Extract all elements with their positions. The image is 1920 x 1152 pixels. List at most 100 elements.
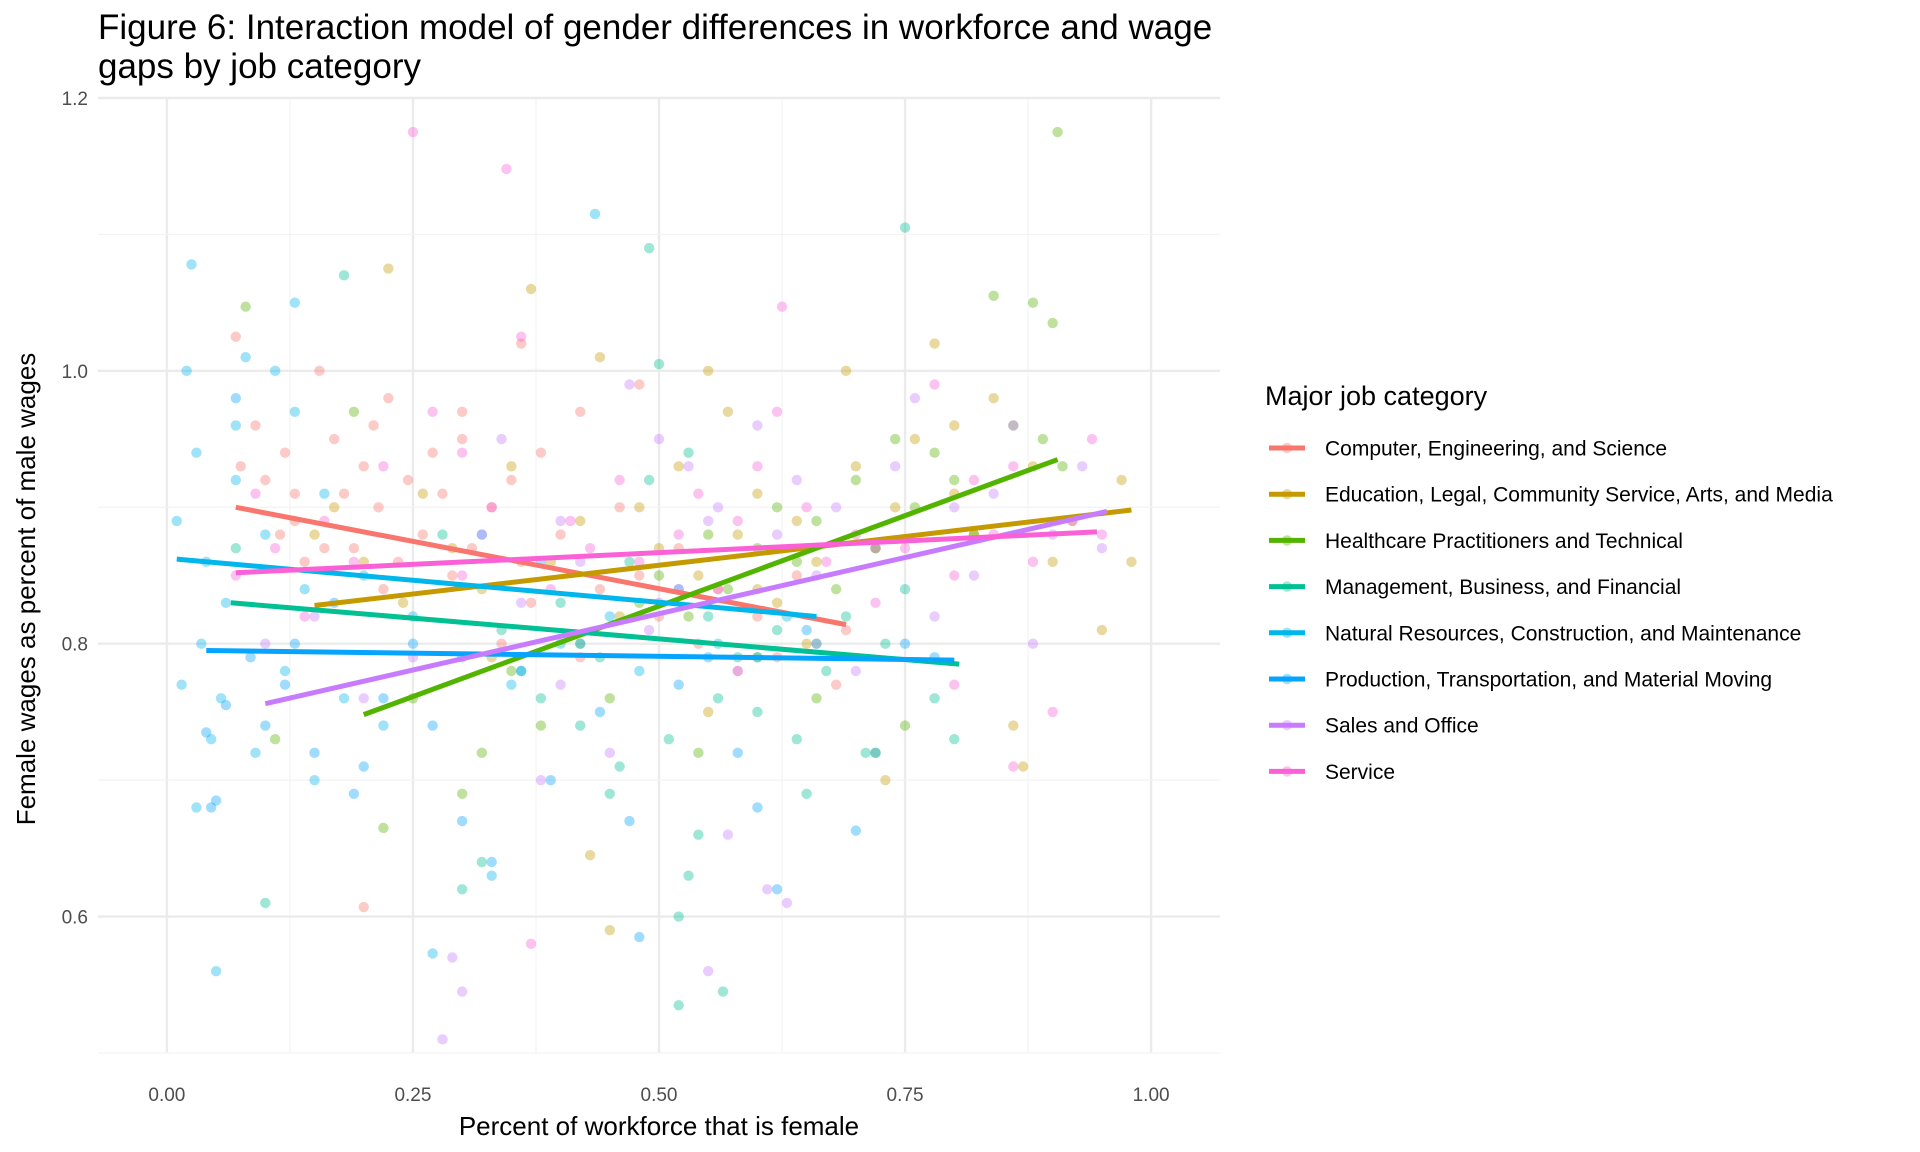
data-point: [643, 624, 655, 636]
x-axis-title: Percent of workforce that is female: [459, 1111, 859, 1141]
data-point: [732, 665, 743, 677]
data-point: [427, 948, 438, 959]
data-point: [289, 638, 301, 649]
data-point: [1096, 543, 1108, 554]
data-point: [703, 365, 714, 377]
data-point: [791, 515, 802, 527]
data-point: [373, 502, 384, 513]
data-point: [1027, 556, 1039, 568]
data-point: [329, 502, 340, 513]
data-point: [634, 570, 645, 581]
data-point: [476, 747, 488, 759]
data-point: [555, 597, 566, 608]
legend-item-computer-engineering-and-science: Computer, Engineering, and Science: [1269, 438, 1667, 461]
data-point: [397, 597, 409, 608]
data-point: [230, 392, 241, 404]
data-point: [1096, 529, 1108, 540]
legend-item-healthcare-practitioners-and-technical: Healthcare Practitioners and Technical: [1269, 530, 1683, 553]
data-point: [771, 597, 783, 608]
data-point: [929, 379, 940, 390]
data-point: [191, 802, 202, 813]
series-points-sales-and-office: [260, 379, 1108, 1045]
data-point: [196, 638, 207, 649]
data-point: [535, 774, 547, 786]
data-point: [407, 126, 419, 138]
data-point: [575, 515, 586, 527]
data-point: [732, 515, 743, 527]
legend-label: Service: [1325, 761, 1395, 784]
data-point: [949, 734, 960, 745]
data-point: [437, 488, 448, 499]
data-point: [683, 611, 694, 622]
data-point: [880, 638, 891, 649]
data-point: [870, 747, 881, 759]
data-point: [732, 747, 743, 759]
data-point: [456, 447, 468, 458]
data-point: [870, 543, 881, 554]
data-point: [309, 774, 320, 786]
legend-item-production-transportation-and-material-moving: Production, Transportation, and Material…: [1269, 669, 1772, 692]
data-point: [1017, 761, 1029, 772]
legend-item-service: Service: [1269, 761, 1395, 784]
data-point: [890, 433, 901, 445]
data-point: [653, 358, 665, 370]
data-point: [309, 747, 320, 759]
data-point: [1037, 433, 1049, 445]
data-point: [476, 529, 488, 540]
data-point: [1027, 638, 1039, 649]
data-point: [1057, 461, 1068, 472]
data-point: [348, 543, 360, 554]
legend-item-management-business-and-financial: Management, Business, and Financial: [1269, 576, 1681, 599]
data-point: [456, 884, 468, 895]
data-point: [988, 290, 999, 302]
data-point: [358, 693, 369, 704]
data-point: [717, 986, 729, 997]
x-axis-ticks: 0.00 0.25 0.50 0.75 1.00: [148, 1085, 1169, 1106]
data-point: [205, 734, 217, 745]
data-point: [575, 556, 586, 568]
x-tick-label: 0.50: [641, 1085, 678, 1106]
data-point: [594, 583, 606, 595]
data-point: [752, 802, 763, 813]
data-point: [476, 856, 488, 868]
data-point: [929, 693, 940, 704]
data-point: [870, 543, 881, 554]
data-point: [949, 502, 960, 513]
y-tick-label: 1.2: [62, 89, 88, 110]
data-point: [771, 529, 783, 540]
data-point: [274, 529, 286, 540]
data-point: [791, 556, 802, 568]
data-point: [712, 693, 724, 704]
data-point: [1116, 474, 1127, 486]
data-point: [545, 774, 556, 786]
data-point: [643, 242, 655, 254]
y-axis-title: Female wages as percent of male wages: [11, 353, 41, 826]
data-point: [269, 543, 281, 554]
data-point: [240, 301, 251, 312]
data-point: [525, 283, 537, 295]
data-point: [1096, 624, 1108, 636]
data-point: [968, 570, 980, 581]
data-point: [1126, 556, 1137, 568]
data-point: [516, 338, 527, 349]
data-point: [427, 406, 438, 417]
data-point: [1008, 720, 1019, 731]
data-point: [486, 856, 497, 868]
data-point: [801, 638, 812, 649]
data-point: [594, 352, 606, 363]
data-point: [250, 420, 261, 431]
fit-line-sales-and-office: [264, 508, 1108, 707]
data-point: [890, 502, 901, 513]
data-point: [1052, 126, 1063, 138]
data-point: [171, 515, 182, 527]
data-point: [565, 515, 576, 527]
data-point: [191, 447, 202, 458]
data-point: [402, 474, 414, 486]
data-point: [821, 665, 832, 677]
data-point: [319, 488, 330, 499]
data-point: [427, 720, 438, 731]
legend-label: Management, Business, and Financial: [1325, 576, 1681, 599]
data-point: [634, 379, 645, 390]
data-point: [516, 665, 527, 677]
